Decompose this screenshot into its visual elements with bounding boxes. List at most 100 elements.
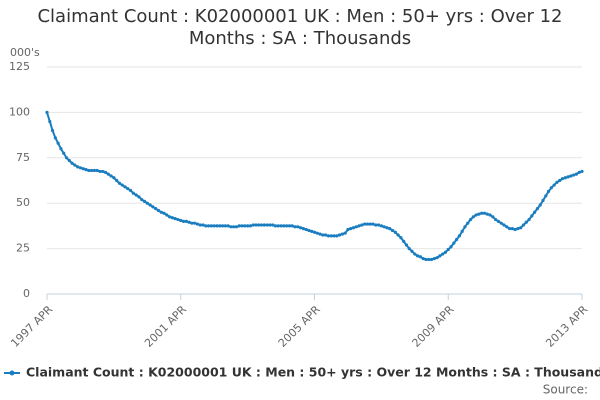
- point: [335, 234, 339, 238]
- point: [209, 224, 214, 228]
- point: [360, 223, 364, 227]
- point: [187, 220, 191, 224]
- point: [176, 217, 180, 222]
- point: [415, 254, 420, 258]
- point: [184, 219, 188, 223]
- point: [134, 193, 138, 197]
- point: [580, 169, 584, 174]
- point: [112, 176, 116, 180]
- point: [310, 229, 314, 233]
- point: [337, 233, 342, 237]
- point: [59, 147, 63, 151]
- point: [243, 224, 247, 228]
- x-tick-label: 1997 APR: [8, 303, 55, 350]
- point: [452, 241, 456, 245]
- x-tick-label: 2009 APR: [410, 303, 457, 350]
- point: [248, 224, 253, 228]
- point: [307, 228, 311, 233]
- point: [424, 257, 428, 262]
- point: [145, 201, 149, 205]
- point: [98, 169, 102, 174]
- point: [53, 136, 57, 140]
- point: [246, 224, 250, 228]
- point: [546, 189, 551, 193]
- point: [168, 215, 172, 219]
- point: [218, 224, 222, 228]
- point: [64, 156, 69, 160]
- point: [449, 245, 453, 249]
- point: [198, 223, 202, 227]
- point: [346, 227, 350, 232]
- point: [566, 175, 570, 179]
- point: [73, 163, 77, 167]
- point: [427, 257, 431, 262]
- point: [62, 151, 66, 155]
- point: [569, 174, 573, 178]
- point: [340, 232, 344, 236]
- point: [351, 226, 356, 230]
- point: [324, 233, 328, 237]
- y-tick-label: 125: [9, 60, 30, 73]
- point: [413, 252, 417, 256]
- point: [544, 194, 548, 198]
- point: [418, 255, 422, 259]
- point: [204, 224, 208, 228]
- point: [376, 223, 381, 227]
- y-tick-label: 0: [23, 287, 30, 300]
- point: [321, 233, 325, 237]
- point: [223, 224, 227, 228]
- point: [510, 227, 514, 231]
- point: [480, 211, 484, 215]
- point: [521, 223, 526, 227]
- point: [195, 222, 200, 226]
- point: [572, 173, 576, 177]
- y-tick-label: 100: [9, 105, 30, 118]
- point: [382, 225, 386, 229]
- point: [193, 221, 197, 225]
- point: [165, 213, 169, 217]
- point: [78, 166, 83, 170]
- point: [455, 237, 459, 242]
- point: [312, 230, 317, 234]
- point: [254, 223, 258, 227]
- point: [103, 170, 108, 174]
- point: [468, 217, 473, 222]
- point: [81, 167, 85, 171]
- point: [474, 213, 478, 217]
- point: [156, 208, 161, 213]
- point: [304, 227, 308, 232]
- point: [126, 187, 130, 191]
- point: [87, 168, 91, 173]
- point: [533, 210, 537, 214]
- point: [496, 219, 501, 223]
- point: [577, 170, 581, 174]
- point: [326, 234, 331, 238]
- point: [151, 205, 155, 209]
- point: [279, 224, 283, 228]
- point: [240, 224, 244, 228]
- point: [271, 223, 275, 227]
- y-tick-label: 25: [16, 242, 30, 255]
- point: [357, 224, 361, 228]
- point: [232, 225, 236, 229]
- point: [491, 215, 495, 219]
- point: [463, 225, 467, 229]
- point: [70, 161, 74, 165]
- x-tick-label: 2013 APR: [543, 303, 590, 350]
- point: [477, 212, 481, 216]
- point: [438, 254, 442, 258]
- point: [457, 234, 461, 238]
- point: [332, 234, 336, 238]
- point: [123, 185, 127, 189]
- point: [67, 158, 71, 163]
- point: [429, 257, 434, 262]
- point: [159, 210, 163, 214]
- point: [371, 222, 375, 226]
- x-tick-label: 2001 APR: [142, 303, 189, 350]
- point: [482, 211, 487, 215]
- source-label: Source:: [543, 383, 588, 397]
- point: [446, 247, 450, 252]
- point: [92, 168, 96, 173]
